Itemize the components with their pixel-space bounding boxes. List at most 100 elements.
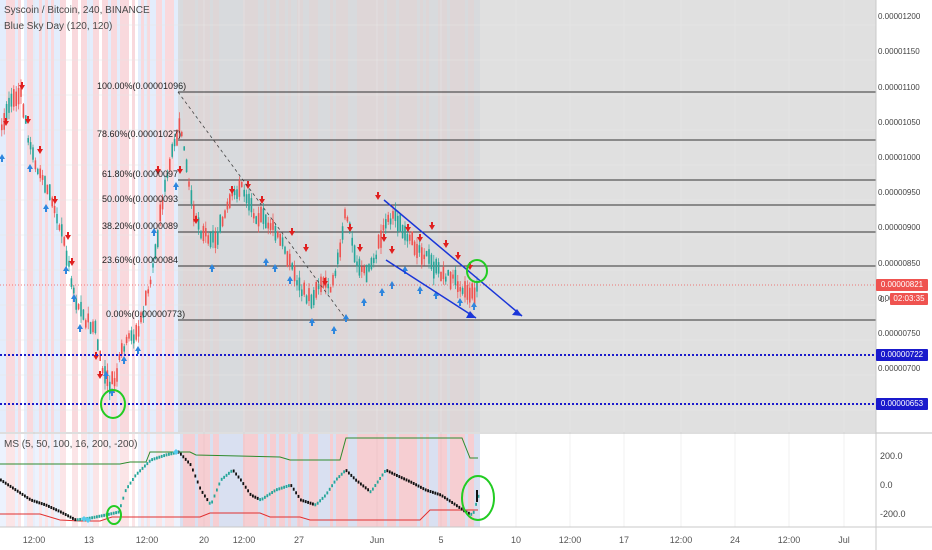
osc-bar	[336, 477, 338, 481]
symbol-title[interactable]: Syscoin / Bitcoin, 240, BINANCE	[4, 5, 150, 16]
osc-bar	[268, 492, 271, 496]
osc-bar	[232, 469, 235, 473]
bg-band	[165, 0, 168, 432]
osc-bar	[388, 470, 391, 474]
buy-arrow-icon	[0, 154, 5, 159]
buy-arrow-icon-stem	[211, 269, 213, 272]
bg-band	[81, 0, 84, 432]
osc-bar	[357, 480, 360, 484]
osc-bg-band	[477, 434, 480, 527]
osc-bar	[360, 482, 362, 486]
oscillator-title[interactable]: MS (5, 50, 100, 16, 200, -200)	[4, 439, 138, 450]
osc-bg-band	[27, 434, 30, 527]
osc-bar	[475, 502, 477, 506]
candle-body	[128, 333, 130, 339]
osc-bar	[28, 497, 31, 501]
osc-bar	[441, 494, 444, 498]
candle-body	[401, 224, 404, 239]
shaded-region	[178, 0, 876, 432]
candle-body	[82, 309, 85, 320]
osc-bar	[384, 469, 386, 473]
candle-body	[428, 249, 430, 264]
osc-bg-band	[321, 434, 324, 527]
buy-arrow-icon	[287, 276, 293, 281]
osc-bg-band	[69, 434, 72, 527]
osc-bg-band	[135, 434, 138, 527]
osc-bar	[290, 484, 293, 488]
osc-bg-band	[75, 434, 78, 527]
sell-arrow-icon	[25, 119, 31, 124]
osc-bar	[67, 514, 69, 518]
buy-arrow-icon	[457, 298, 463, 303]
indicator-title[interactable]: Blue Sky Day (120, 120)	[4, 21, 113, 32]
osc-bar	[460, 507, 463, 511]
candle-body	[334, 270, 337, 277]
bg-band	[117, 0, 120, 432]
osc-bg-band	[153, 434, 156, 527]
bg-band	[69, 0, 72, 432]
osc-bg-band	[114, 434, 117, 527]
bg-band	[0, 0, 3, 432]
sell-arrow-icon-stem	[291, 228, 293, 231]
osc-bar	[451, 500, 453, 504]
sell-arrow-icon	[19, 85, 25, 90]
osc-bar	[108, 512, 110, 516]
osc-bar	[122, 496, 125, 500]
osc-bg-band	[117, 434, 120, 527]
sell-arrow-icon	[347, 227, 353, 232]
candle-body	[447, 270, 449, 276]
osc-upper-band	[0, 437, 478, 465]
osc-bar	[192, 468, 194, 472]
candle-body	[445, 276, 447, 282]
candle-body	[173, 138, 176, 147]
osc-bar	[312, 502, 314, 506]
osc-bar	[218, 482, 221, 486]
osc-bg-band	[378, 434, 381, 527]
osc-bar	[74, 518, 77, 522]
sell-arrow-icon	[65, 235, 71, 240]
osc-bg-band	[48, 434, 51, 527]
osc-bar	[184, 457, 187, 461]
fib-trendline[interactable]	[177, 91, 346, 319]
descending-channel[interactable]	[383, 199, 523, 319]
candle-body	[260, 206, 262, 223]
time-axis-label: 24	[729, 535, 741, 545]
osc-bar	[321, 496, 324, 500]
osc-bar	[206, 498, 209, 502]
osc-bar	[194, 474, 197, 478]
time-axis-label: 10	[510, 535, 522, 545]
osc-bar	[151, 458, 153, 462]
osc-bg-band	[366, 434, 369, 527]
osc-bg-band	[312, 434, 315, 527]
osc-bar	[376, 480, 379, 484]
candle-body	[430, 254, 433, 270]
osc-bar	[470, 512, 473, 516]
osc-bar	[148, 459, 151, 463]
osc-bar	[434, 491, 437, 495]
candle-body	[473, 287, 476, 305]
osc-bar	[110, 512, 113, 516]
candle-body	[152, 263, 154, 268]
osc-bg-band	[420, 434, 423, 527]
osc-bg-band	[225, 434, 228, 527]
candle-body	[243, 189, 245, 197]
bg-band	[87, 0, 90, 432]
osc-bar	[57, 509, 60, 513]
countdown-tag: 02:03:35	[890, 293, 928, 305]
candle-body	[392, 211, 394, 219]
candle-body	[305, 295, 308, 304]
osc-bar	[285, 484, 288, 488]
buy-arrow-icon	[63, 266, 69, 271]
fib-level-label: 61.80%(0.0000097	[102, 169, 179, 179]
bg-band	[27, 0, 30, 432]
candle-body	[147, 289, 149, 294]
buy-arrow-icon-stem	[333, 331, 335, 334]
osc-bar	[372, 487, 374, 491]
osc-bg-band	[189, 434, 192, 527]
osc-bg-band	[168, 434, 171, 527]
osc-bar	[264, 495, 266, 499]
candle-body	[106, 370, 109, 387]
osc-bar	[405, 478, 408, 482]
osc-bg-band	[6, 434, 9, 527]
